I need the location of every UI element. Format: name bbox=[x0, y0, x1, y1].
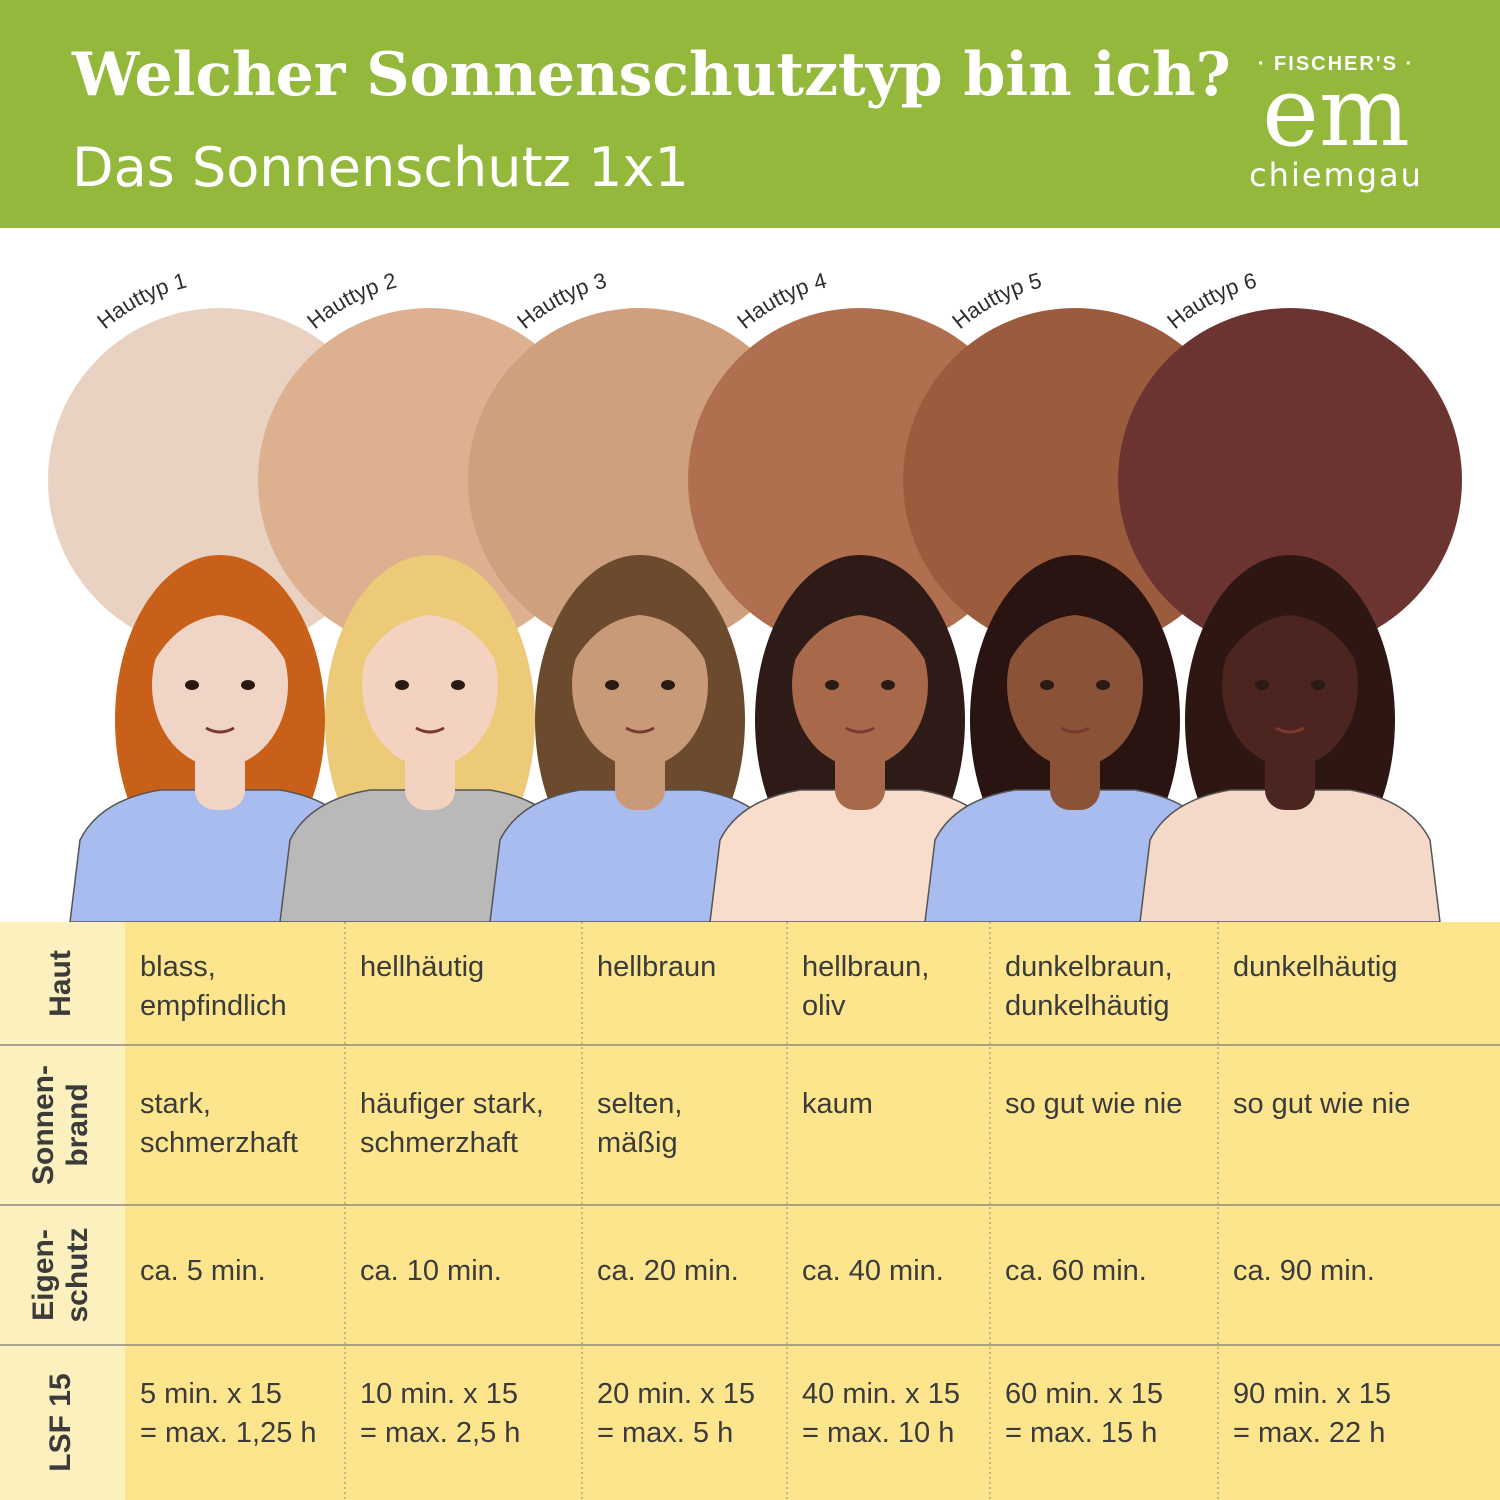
row-header-bg bbox=[0, 922, 125, 1500]
face bbox=[1222, 603, 1358, 767]
cell-text: oliv bbox=[802, 990, 846, 1022]
mouth bbox=[625, 726, 655, 734]
cell-text: empfindlich bbox=[140, 990, 287, 1022]
cell-text: 90 min. x 15 bbox=[1233, 1378, 1391, 1410]
mouth bbox=[845, 726, 875, 734]
cell-text: so gut wie nie bbox=[1233, 1088, 1410, 1120]
face bbox=[152, 603, 288, 767]
people bbox=[69, 555, 1441, 923]
row-header: Haut bbox=[44, 950, 77, 1017]
eye bbox=[395, 680, 409, 690]
cell-text: = max. 10 h bbox=[802, 1417, 954, 1449]
eye bbox=[825, 680, 839, 690]
skin-circle bbox=[1118, 308, 1462, 652]
logo-bottom: chiemgau bbox=[1249, 156, 1423, 194]
cell-text: hellhäutig bbox=[360, 951, 484, 983]
mouth bbox=[415, 726, 445, 734]
hair-top bbox=[1214, 589, 1366, 680]
table: Haut blass, empfindlich hellhäutig hellbraun… bbox=[0, 922, 1500, 1500]
cell-text: 60 min. x 15 bbox=[1005, 1378, 1163, 1410]
eye bbox=[881, 680, 895, 690]
cell-text: = max. 5 h bbox=[597, 1417, 733, 1449]
cell-text: ca. 20 min. bbox=[597, 1255, 739, 1287]
hair-top bbox=[784, 589, 936, 680]
logo-main: em bbox=[1262, 56, 1410, 168]
cell-text: selten, bbox=[597, 1088, 682, 1120]
eye bbox=[1255, 680, 1269, 690]
person bbox=[1139, 555, 1441, 923]
title: Welcher Sonnenschutztyp bin ich? bbox=[71, 40, 1231, 110]
row-header: schutz bbox=[61, 1227, 94, 1322]
cell-text: 40 min. x 15 bbox=[802, 1378, 960, 1410]
cell-text: mäßig bbox=[597, 1127, 678, 1159]
cell-text: = max. 22 h bbox=[1233, 1417, 1385, 1449]
row-header: Sonnen- bbox=[27, 1065, 60, 1185]
logo-top: · FISCHER'S · bbox=[1258, 53, 1414, 75]
cell-text: = max. 15 h bbox=[1005, 1417, 1157, 1449]
eye bbox=[605, 680, 619, 690]
cell-text: 5 min. x 15 bbox=[140, 1378, 282, 1410]
face bbox=[792, 603, 928, 767]
subtitle: Das Sonnenschutz 1x1 bbox=[72, 136, 689, 199]
table-bg bbox=[0, 922, 1500, 1500]
cell-text: = max. 2,5 h bbox=[360, 1417, 520, 1449]
cell-text: dunkelhäutig bbox=[1005, 990, 1169, 1022]
eye bbox=[1096, 680, 1110, 690]
eye bbox=[1311, 680, 1325, 690]
mouth bbox=[1275, 726, 1305, 734]
eye bbox=[241, 680, 255, 690]
cell-text: ca. 40 min. bbox=[802, 1255, 944, 1287]
cell-text: dunkelhäutig bbox=[1233, 951, 1397, 983]
hair-top bbox=[144, 589, 296, 680]
person bbox=[69, 555, 371, 923]
cell-text: schmerzhaft bbox=[360, 1127, 518, 1159]
mouth bbox=[1060, 726, 1090, 734]
mouth bbox=[205, 726, 235, 734]
cell-text: 20 min. x 15 bbox=[597, 1378, 755, 1410]
cell-text: 10 min. x 15 bbox=[360, 1378, 518, 1410]
cell-text: schmerzhaft bbox=[140, 1127, 298, 1159]
cell-text: hellbraun bbox=[597, 951, 716, 983]
body bbox=[1139, 789, 1441, 923]
cell-text: ca. 5 min. bbox=[140, 1255, 266, 1287]
eye bbox=[451, 680, 465, 690]
eye bbox=[661, 680, 675, 690]
eye bbox=[185, 680, 199, 690]
cell-text: blass, bbox=[140, 951, 216, 983]
person bbox=[709, 555, 1011, 923]
cell-text: stark, bbox=[140, 1088, 211, 1120]
row-header: brand bbox=[61, 1083, 94, 1166]
hair-top bbox=[564, 589, 716, 680]
cell-text: so gut wie nie bbox=[1005, 1088, 1182, 1120]
row-header: Eigen- bbox=[27, 1229, 60, 1321]
cell-text: häufiger stark, bbox=[360, 1088, 544, 1120]
cell-text: = max. 1,25 h bbox=[140, 1417, 317, 1449]
eye bbox=[1040, 680, 1054, 690]
cell-text: dunkelbraun, bbox=[1005, 951, 1173, 983]
cell-text: hellbraun, bbox=[802, 951, 929, 983]
cell-text: ca. 60 min. bbox=[1005, 1255, 1147, 1287]
cell-text: kaum bbox=[802, 1088, 873, 1120]
person bbox=[279, 555, 581, 923]
face bbox=[362, 603, 498, 767]
cell-text: ca. 90 min. bbox=[1233, 1255, 1375, 1287]
header-band bbox=[0, 0, 1500, 228]
hair-top bbox=[999, 589, 1151, 680]
face bbox=[572, 603, 708, 767]
hair-top bbox=[354, 589, 506, 680]
cell-text: ca. 10 min. bbox=[360, 1255, 502, 1287]
face bbox=[1007, 603, 1143, 767]
row-header: LSF 15 bbox=[44, 1373, 77, 1471]
